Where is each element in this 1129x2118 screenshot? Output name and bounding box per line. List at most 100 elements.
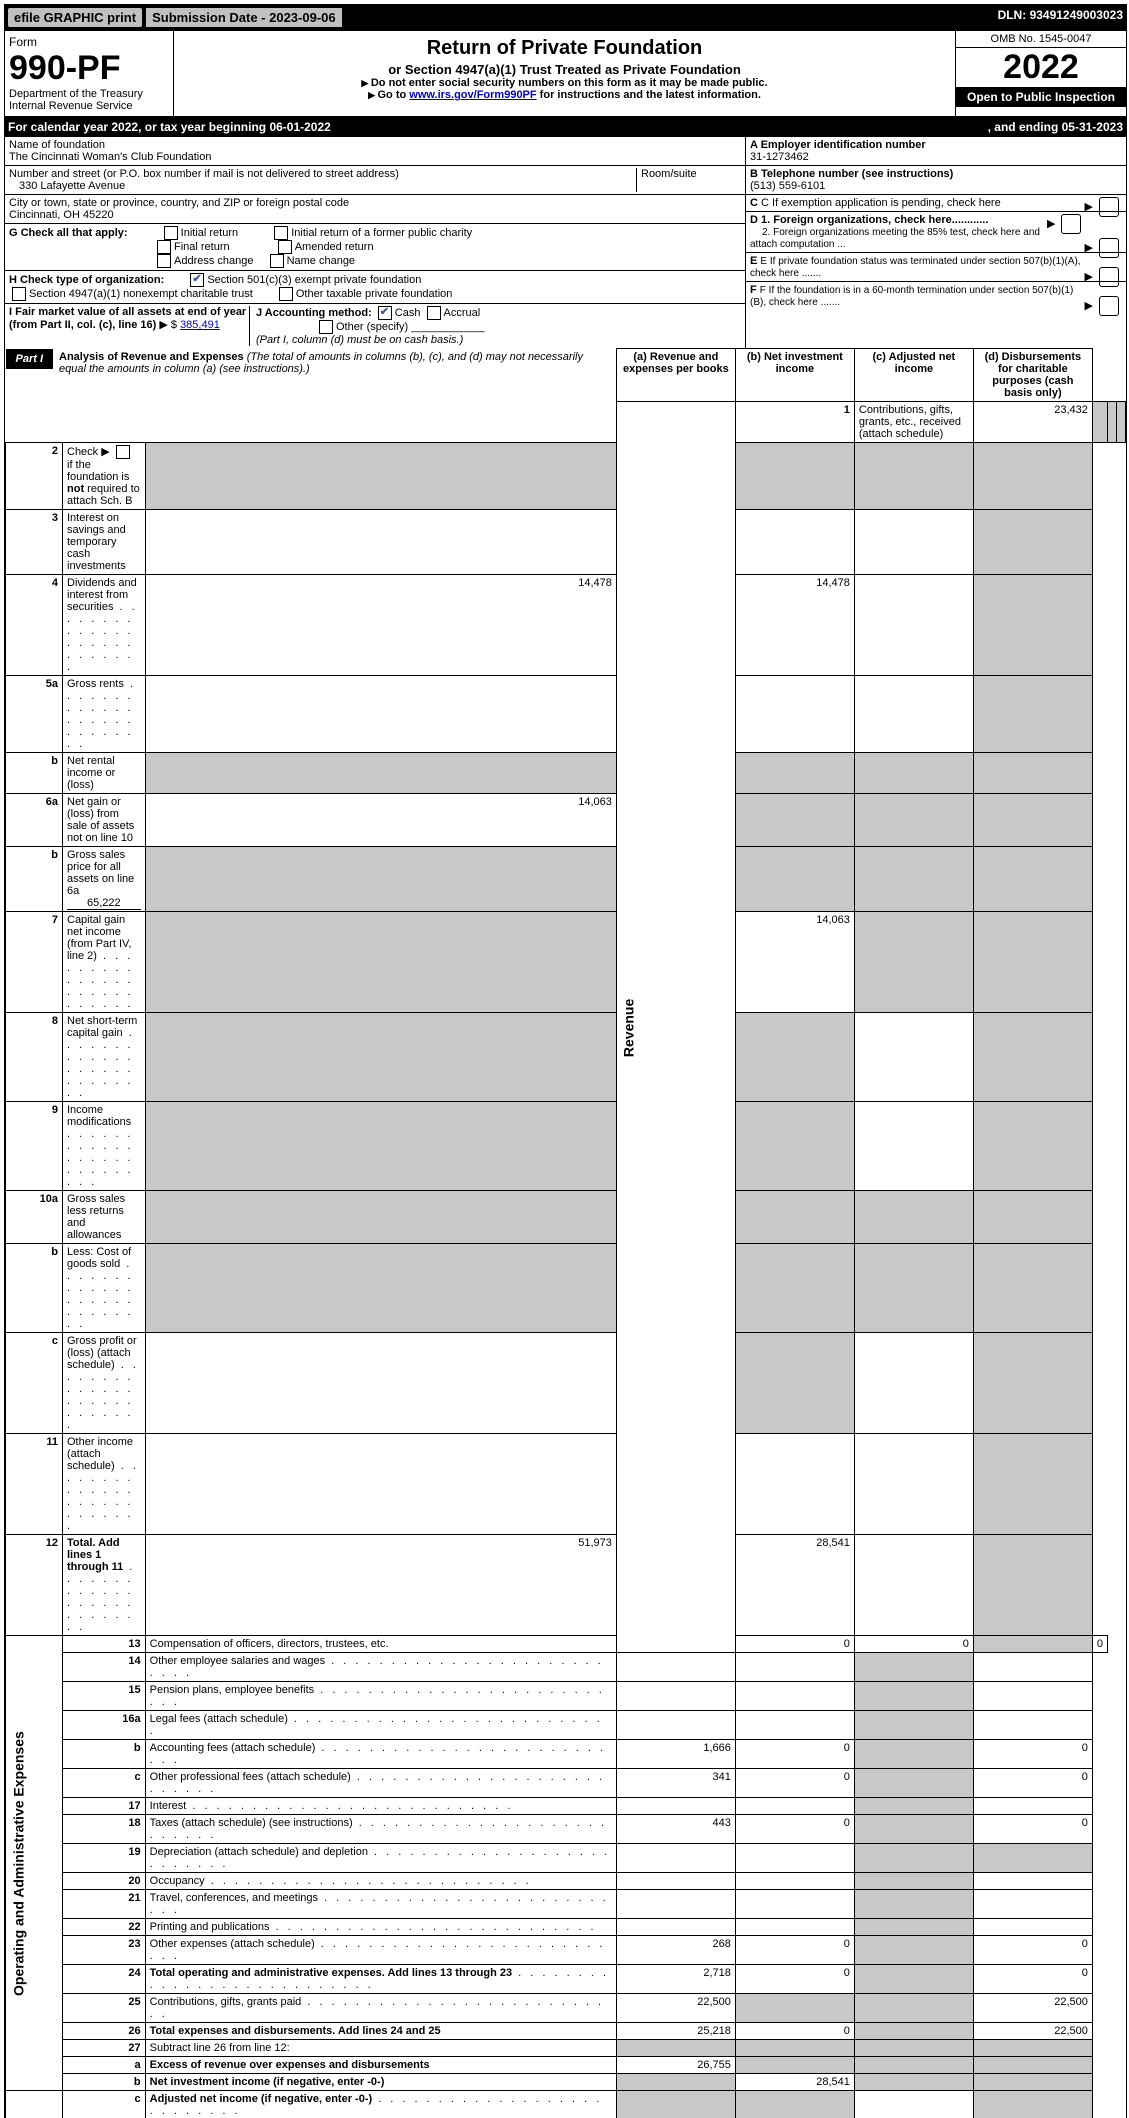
calendar-year-bar: For calendar year 2022, or tax year begi…: [5, 117, 1126, 137]
omb-no: OMB No. 1545-0047: [956, 31, 1126, 48]
form-container: efile GRAPHIC print Submission Date - 20…: [4, 4, 1127, 2118]
checkbox-E[interactable]: [1099, 267, 1119, 287]
line-6a: Net gain or (loss) from sale of assets n…: [63, 794, 146, 847]
title-box: Return of Private Foundation or Section …: [174, 31, 955, 116]
entity-info: Name of foundation The Cincinnati Woman'…: [5, 137, 1126, 348]
header-row: Form 990-PF Department of the Treasury I…: [5, 31, 1126, 117]
line-27b: Net investment income (if negative, ente…: [145, 2074, 616, 2091]
checkbox-final-return[interactable]: [157, 240, 171, 254]
part-I-desc: Analysis of Revenue and Expenses (The to…: [53, 349, 616, 377]
address-cell: Number and street (or P.O. box number if…: [5, 166, 745, 195]
box-F: F F If the foundation is in a 60-month t…: [746, 282, 1126, 310]
form-number-box: Form 990-PF Department of the Treasury I…: [5, 31, 174, 116]
year-box: OMB No. 1545-0047 2022 Open to Public In…: [955, 31, 1126, 116]
checkbox-cash[interactable]: [378, 306, 392, 320]
efile-button[interactable]: efile GRAPHIC print: [8, 8, 142, 27]
box-D: D 1. Foreign organizations, check here..…: [746, 212, 1126, 253]
title-sub: or Section 4947(a)(1) Trust Treated as P…: [178, 62, 951, 77]
topbar: efile GRAPHIC print Submission Date - 20…: [5, 5, 1126, 31]
line-26: Total expenses and disbursements. Add li…: [145, 2023, 616, 2040]
revenue-sidebar: Revenue: [616, 402, 735, 1653]
box-E: E E If private foundation status was ter…: [746, 253, 1126, 282]
tax-year: 2022: [956, 48, 1126, 87]
line-24: Total operating and administrative expen…: [145, 1965, 616, 1994]
checkbox-4947[interactable]: [12, 287, 26, 301]
foundation-name: The Cincinnati Woman's Club Foundation: [9, 151, 741, 163]
part-I-table: Part I Analysis of Revenue and Expenses …: [5, 348, 1126, 2118]
form-label: Form: [9, 35, 169, 49]
checkbox-F[interactable]: [1099, 296, 1119, 316]
checkbox-address-change[interactable]: [157, 254, 171, 268]
checkbox-other-accting[interactable]: [319, 320, 333, 334]
form-number: 990-PF: [9, 49, 169, 88]
checkbox-D2[interactable]: [1099, 238, 1119, 258]
street-address: 330 Lafayette Avenue: [9, 180, 636, 192]
checkbox-501c3[interactable]: [190, 273, 204, 287]
city-cell: City or town, state or province, country…: [5, 195, 745, 224]
line-9: Income modifications: [63, 1102, 146, 1191]
line-4: Dividends and interest from securities: [63, 575, 146, 676]
line-16a: Legal fees (attach schedule): [145, 1711, 616, 1740]
url-note: Go to www.irs.gov/Form990PF for instruct…: [178, 89, 951, 101]
line-10a: Gross sales less returns and allowances: [63, 1191, 146, 1244]
line-13: Compensation of officers, directors, tru…: [145, 1636, 616, 1653]
line-21: Travel, conferences, and meetings: [145, 1890, 616, 1919]
line-17: Interest: [145, 1798, 616, 1815]
box-IJ: I Fair market value of all assets at end…: [5, 304, 745, 348]
line-12: Total. Add lines 1 through 11: [63, 1535, 146, 1636]
line-8: Net short-term capital gain: [63, 1013, 146, 1102]
open-public: Open to Public Inspection: [956, 87, 1126, 107]
room-suite: Room/suite: [636, 168, 741, 192]
line-16b: Accounting fees (attach schedule): [145, 1740, 616, 1769]
fmv-link[interactable]: 385,491: [180, 319, 220, 331]
line-11: Other income (attach schedule): [63, 1434, 146, 1535]
checkbox-accrual[interactable]: [427, 306, 441, 320]
line-23: Other expenses (attach schedule): [145, 1936, 616, 1965]
phone: (513) 559-6101: [750, 180, 825, 192]
line-6b: Gross sales price for all assets on line…: [63, 847, 146, 912]
col-c-header: (c) Adjusted net income: [854, 349, 973, 402]
line-15: Pension plans, employee benefits: [145, 1682, 616, 1711]
instructions-link[interactable]: www.irs.gov/Form990PF: [409, 89, 536, 101]
line-19: Depreciation (attach schedule) and deple…: [145, 1844, 616, 1873]
line-5a: Gross rents: [63, 676, 146, 753]
checkbox-initial-former[interactable]: [274, 226, 288, 240]
ein: 31-1273462: [750, 151, 809, 163]
checkbox-initial-return[interactable]: [164, 226, 178, 240]
line-25: Contributions, gifts, grants paid: [145, 1994, 616, 2023]
submission-date: Submission Date - 2023-09-06: [146, 8, 342, 27]
box-J: J Accounting method: Cash Accrual Other …: [250, 306, 741, 346]
line-27a: Excess of revenue over expenses and disb…: [145, 2057, 616, 2074]
line-3: Interest on savings and temporary cash i…: [63, 510, 146, 575]
line-22: Printing and publications: [145, 1919, 616, 1936]
line-10c: Gross profit or (loss) (attach schedule): [63, 1333, 146, 1434]
expense-sidebar: Operating and Administrative Expenses: [6, 1636, 63, 2091]
col-b-header: (b) Net investment income: [735, 349, 854, 402]
checkbox-D1[interactable]: [1061, 214, 1081, 234]
irs-label: Internal Revenue Service: [9, 100, 169, 112]
col-a-header: (a) Revenue and expenses per books: [616, 349, 735, 402]
box-C: C C If exemption application is pending,…: [746, 195, 1126, 212]
title-main: Return of Private Foundation: [178, 37, 951, 60]
city-state-zip: Cincinnati, OH 45220: [9, 209, 741, 221]
checkbox-C[interactable]: [1099, 197, 1119, 217]
col-d-header: (d) Disbursements for charitable purpose…: [973, 349, 1092, 402]
line-1: Contributions, gifts, grants, etc., rece…: [854, 402, 973, 443]
checkbox-schB[interactable]: [116, 445, 130, 459]
line-18: Taxes (attach schedule) (see instruction…: [145, 1815, 616, 1844]
box-A: A Employer identification number 31-1273…: [746, 137, 1126, 166]
checkbox-other-taxable[interactable]: [279, 287, 293, 301]
ssn-note: Do not enter social security numbers on …: [178, 77, 951, 89]
checkbox-amended[interactable]: [278, 240, 292, 254]
line-14: Other employee salaries and wages: [145, 1653, 616, 1682]
line-10b: Less: Cost of goods sold: [63, 1244, 146, 1333]
box-G: G Check all that apply: Initial return I…: [5, 224, 745, 271]
line-27: Subtract line 26 from line 12:: [145, 2040, 616, 2057]
line-5b: Net rental income or (loss): [63, 753, 146, 794]
box-H: H Check type of organization: Section 50…: [5, 271, 745, 304]
foundation-name-cell: Name of foundation The Cincinnati Woman'…: [5, 137, 745, 166]
dept-treasury: Department of the Treasury: [9, 88, 169, 100]
line-27c: Adjusted net income (if negative, enter …: [145, 2091, 616, 2118]
checkbox-name-change[interactable]: [270, 254, 284, 268]
line-20: Occupancy: [145, 1873, 616, 1890]
